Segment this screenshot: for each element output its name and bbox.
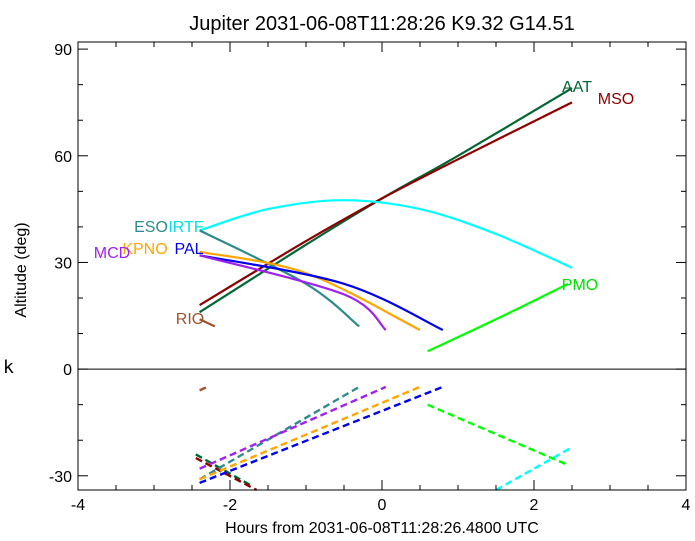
- series-label-aat: AAT: [562, 79, 592, 96]
- x-tick-label: -2: [223, 497, 237, 514]
- series-line-pal: [199, 254, 444, 331]
- x-tick-label: 4: [682, 497, 691, 514]
- y-tick-label: 30: [54, 255, 72, 272]
- below-horizon-mso: [195, 456, 258, 492]
- y-tick-label: 0: [63, 362, 72, 379]
- below-horizon-kpno: [199, 385, 421, 481]
- below-horizon-pmo: [427, 403, 569, 467]
- series-label-irtf: IRTF: [168, 219, 203, 236]
- series-label-kpno: KPNO: [122, 241, 167, 258]
- series-line-aat: [199, 87, 573, 314]
- series-line-mcd: [199, 254, 387, 331]
- axes: -4 -2 0 2 4 -30 0 30 60 90: [49, 41, 691, 514]
- series-line-rio: [199, 318, 216, 328]
- series-label-pmo: PMO: [562, 277, 598, 294]
- series-line-eso: [199, 229, 360, 328]
- series-line-kpno: [199, 250, 421, 331]
- series-label-mso: MSO: [598, 91, 634, 108]
- x-tick-label: 0: [378, 497, 387, 514]
- below-horizon-rio: [199, 385, 208, 392]
- x-tick-label: 2: [530, 497, 539, 514]
- below-horizon-mcd: [199, 385, 387, 470]
- plot-frame: [77, 41, 687, 491]
- series-label-mcd: MCD: [94, 245, 130, 262]
- x-tick-label: -4: [71, 497, 85, 514]
- series-layer: [195, 87, 573, 492]
- series-line-pmo: [427, 282, 569, 353]
- below-horizon-pal: [199, 385, 444, 485]
- series-label-rio: RIO: [176, 311, 204, 328]
- series-label-pal: PAL: [174, 241, 203, 258]
- series-label-eso: ESO: [134, 219, 168, 236]
- y-tick-label: 60: [54, 149, 72, 166]
- below-horizon-irtf: [495, 446, 573, 492]
- below-horizon-eso: [198, 385, 360, 481]
- y-axis-label: Altitude (deg): [13, 222, 30, 317]
- y-tick-label: -30: [49, 469, 72, 486]
- side-label: k: [3, 357, 14, 378]
- y-tick-label: 90: [54, 42, 72, 59]
- series-line-irtf: [199, 199, 573, 269]
- chart-title: Jupiter 2031-06-08T11:28:26 K9.32 G14.51: [189, 13, 574, 35]
- series-line-mso: [199, 101, 573, 307]
- x-axis-label: Hours from 2031-06-08T11:28:26.4800 UTC: [225, 520, 539, 537]
